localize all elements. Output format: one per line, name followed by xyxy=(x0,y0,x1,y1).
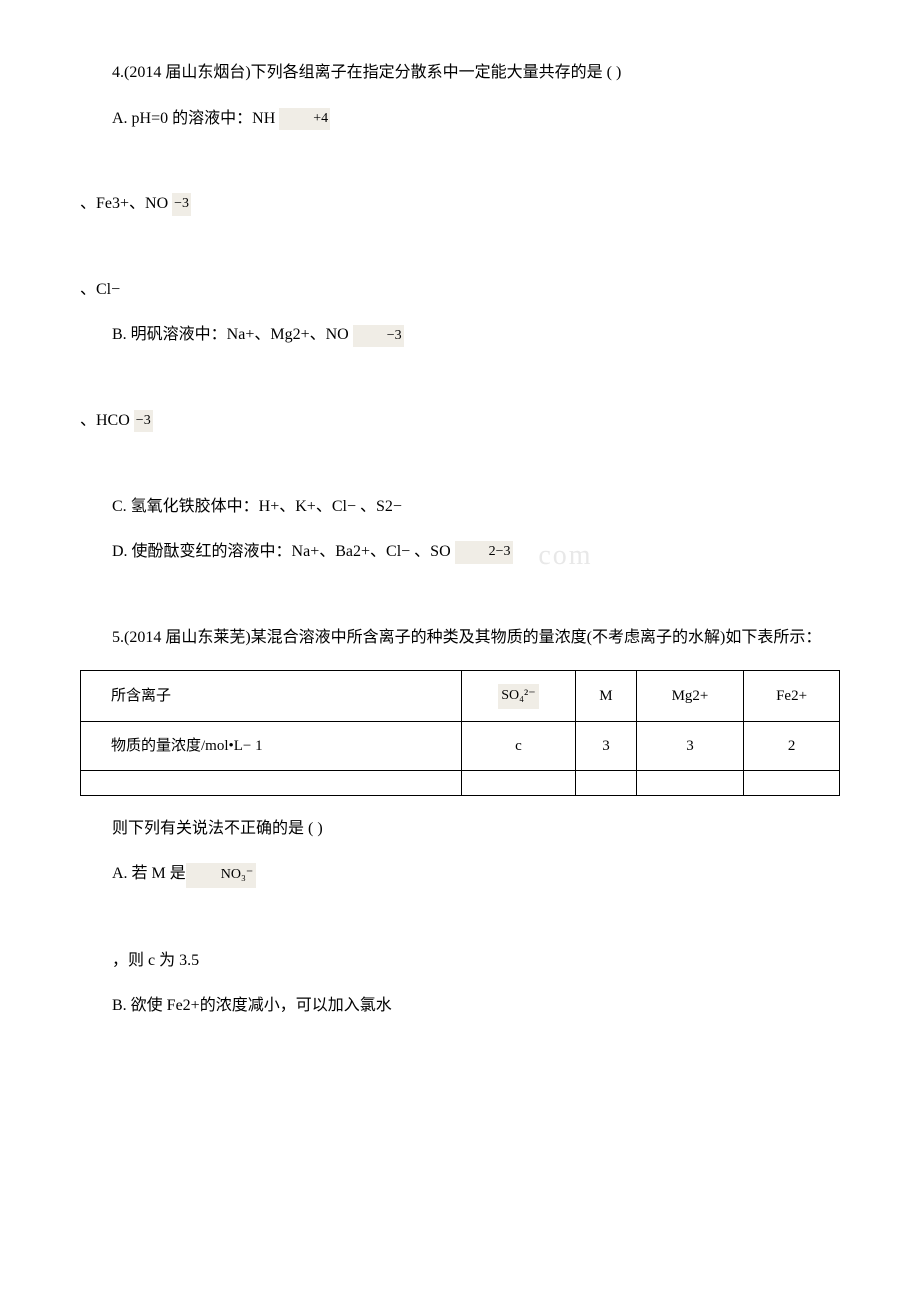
table-empty-cell xyxy=(744,770,840,795)
q4-option-b-line2: 、HCO −3 xyxy=(80,408,840,434)
q4-optA-text2: 、Fe3+、NO xyxy=(80,195,172,212)
table-header-col5: Fe2+ xyxy=(744,671,840,721)
table-row2-col5: 2 xyxy=(744,721,840,770)
q4-option-a-line3: 、Cl− xyxy=(80,277,840,303)
q4-option-a-line1: A. pH=0 的溶液中：NH +4 xyxy=(80,106,840,132)
table-row: 所含离子 SO₄²⁻ M Mg2+ Fe2+ xyxy=(81,671,840,721)
table-row2-col4: 3 xyxy=(636,721,743,770)
table-empty-cell xyxy=(461,770,576,795)
table-header-col4: Mg2+ xyxy=(636,671,743,721)
table-empty-cell xyxy=(81,770,462,795)
q4-option-a-line2: 、Fe3+、NO −3 xyxy=(80,191,840,217)
table-row2-col3: 3 xyxy=(576,721,637,770)
table-header-col2: SO₄²⁻ xyxy=(461,671,576,721)
q4-optB-sub2: −3 xyxy=(134,410,153,432)
q4-option-b-line1: B. 明矾溶液中：Na+、Mg2+、NO −3 xyxy=(80,322,840,348)
table-row: 物质的量浓度/mol•L− 1 c 3 3 2 xyxy=(81,721,840,770)
table-empty-cell xyxy=(576,770,637,795)
q4-optB-sub1: −3 xyxy=(353,325,404,347)
watermark-text: com xyxy=(506,534,592,579)
q4-optD-text1: D. 使酚酞变红的溶液中：Na+、Ba2+、Cl− 、SO xyxy=(112,543,455,560)
q4-optD-sub1: 2−3 xyxy=(455,541,513,563)
table-empty-cell xyxy=(636,770,743,795)
q4-optA-sub2: −3 xyxy=(172,193,191,215)
q5-option-a-line2: ，则 c 为 3.5 xyxy=(80,948,840,974)
table-row2-col1: 物质的量浓度/mol•L− 1 xyxy=(81,721,462,770)
table-header-col1: 所含离子 xyxy=(81,671,462,721)
table-row xyxy=(81,770,840,795)
q5-option-a-line1: A. 若 M 是NO₃⁻ xyxy=(80,861,840,887)
q4-optB-text2: 、HCO xyxy=(80,412,134,429)
q5-post-table: 则下列有关说法不正确的是 ( ) xyxy=(80,816,840,842)
q5-table: 所含离子 SO₄²⁻ M Mg2+ Fe2+ 物质的量浓度/mol•L− 1 c… xyxy=(80,670,840,795)
q5-optA-text1: A. 若 M 是 xyxy=(112,865,186,882)
q4-stem: 4.(2014 届山东烟台)下列各组离子在指定分散系中一定能大量共存的是 ( ) xyxy=(80,60,840,86)
so4-formula: SO₄²⁻ xyxy=(498,684,538,708)
no3-formula: NO₃⁻ xyxy=(186,863,257,887)
q4-option-d: D. 使酚酞变红的溶液中：Na+、Ba2+、Cl− 、SO 2−3 com xyxy=(80,539,513,565)
q5-stem: 5.(2014 届山东莱芜)某混合溶液中所含离子的种类及其物质的量浓度(不考虑离… xyxy=(80,625,840,651)
table-header-col3: M xyxy=(576,671,637,721)
q4-optA-text1: A. pH=0 的溶液中：NH xyxy=(112,110,279,127)
q5-option-b: B. 欲使 Fe2+的浓度减小，可以加入氯水 xyxy=(80,993,840,1019)
q4-optA-sub1: +4 xyxy=(279,108,330,130)
table-row2-col2: c xyxy=(461,721,576,770)
q4-optB-text1: B. 明矾溶液中：Na+、Mg2+、NO xyxy=(112,326,353,343)
q4-option-c: C. 氢氧化铁胶体中：H+、K+、Cl− 、S2− xyxy=(80,494,840,520)
